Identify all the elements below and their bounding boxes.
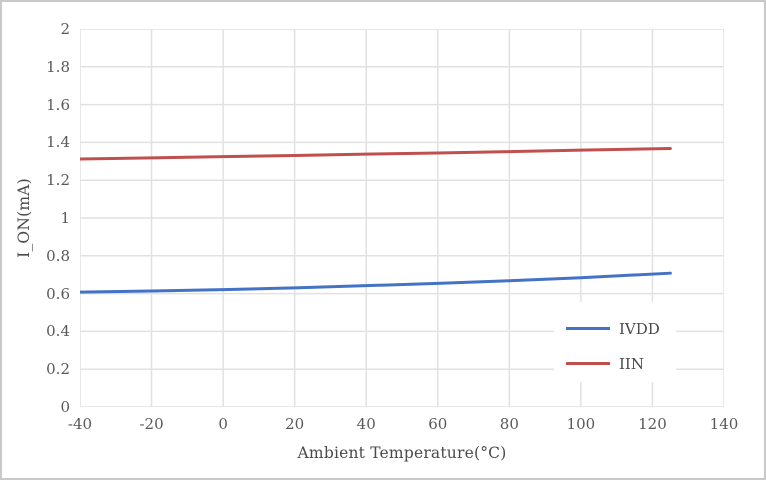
legend-label: IIN	[619, 354, 644, 373]
x-tick-label: 0	[218, 415, 228, 433]
y-tick-label: 1.6	[46, 95, 70, 114]
x-tick-label: 140	[709, 415, 739, 433]
y-tick-label: 1.2	[46, 171, 70, 190]
legend-line-swatch	[566, 327, 610, 330]
legend: IVDD IIN	[554, 302, 676, 382]
series-line-ivdd	[78, 271, 672, 294]
y-tick-label: 1.4	[46, 133, 70, 152]
x-tick-label: 40	[356, 415, 376, 433]
legend-label: IVDD	[619, 319, 660, 338]
x-axis-title: Ambient Temperature(°C)	[297, 444, 507, 462]
x-tick-label: 120	[638, 415, 667, 433]
x-tick-label: -40	[67, 415, 93, 433]
x-tick-label: 100	[566, 415, 596, 433]
series-line-iin	[78, 146, 672, 161]
legend-item-iin: IIN	[554, 346, 676, 381]
y-tick-label: 0.6	[46, 284, 70, 303]
x-tick-label: 80	[499, 415, 519, 433]
y-tick-label: 0.4	[46, 322, 70, 341]
x-tick-label: 60	[428, 415, 448, 433]
y-tick-label: 2	[60, 20, 70, 38]
x-tick-label: -20	[139, 415, 164, 433]
x-tick-label: 20	[285, 415, 305, 433]
y-tick-label: 1.8	[46, 57, 70, 76]
y-tick-label: 0	[60, 398, 70, 416]
y-axis-title: I_ON(mA)	[15, 178, 33, 258]
legend-item-ivdd: IVDD	[554, 311, 676, 346]
legend-line-swatch	[566, 362, 610, 365]
y-tick-label: 0.8	[46, 246, 70, 265]
y-tick-label: 1	[60, 209, 70, 227]
y-tick-label: 0.2	[46, 360, 70, 379]
plot-area	[78, 28, 725, 408]
